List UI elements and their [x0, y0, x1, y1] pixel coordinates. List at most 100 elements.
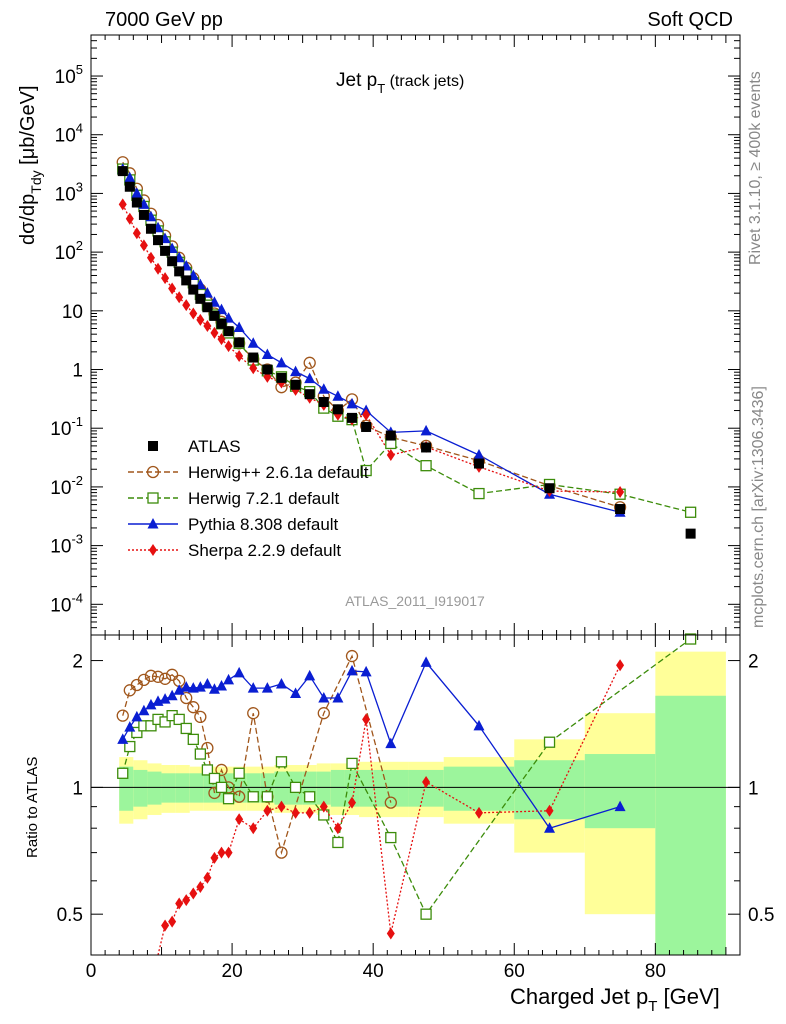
ratio-point-herwig-7-2-1-default [261, 791, 274, 803]
ratio-band-inner [161, 773, 176, 803]
ratio-y-tick-label-right: 1 [748, 778, 759, 799]
ratio-point-sherpa-2-2-9-default [263, 804, 272, 817]
main-point-atlas [473, 458, 484, 469]
ratio-point-herwig-7-2-1-default [201, 764, 214, 776]
ratio-band-inner [175, 773, 190, 803]
ratio-point-pythia-8-308-default [385, 737, 397, 749]
ratio-point-herwig-7-2-1-default [124, 740, 136, 753]
main-series-layer [116, 156, 697, 539]
ratio-point-herwig-7-2-1-default [173, 713, 185, 726]
main-point-pythia-8-308-default [473, 448, 485, 460]
legend-marker [147, 492, 159, 504]
ratio-point-pythia-8-308-default [223, 673, 235, 685]
ratio-x-tick-label: 0 [86, 961, 97, 982]
ratio-x-tick-label: 80 [645, 961, 666, 982]
main-point-atlas [262, 364, 273, 375]
header-left: 7000 GeV pp [105, 9, 223, 31]
main-point-atlas [347, 412, 358, 423]
ratio-point-pythia-8-308-default [159, 693, 171, 704]
ratio-point-herwig-2-6-1a-default [180, 691, 193, 705]
main-point-sherpa-2-2-9-default [118, 198, 127, 211]
ratio-band-inner [133, 769, 148, 807]
ratio-point-sherpa-2-2-9-default [224, 846, 233, 859]
main-point-pythia-8-308-default [275, 356, 287, 368]
main-point-atlas [195, 293, 206, 304]
main-point-sherpa-2-2-9-default [386, 448, 395, 461]
ratio-point-pythia-8-308-default [138, 704, 150, 716]
main-point-atlas [615, 504, 626, 515]
ratio-point-herwig-7-2-1-default [222, 793, 235, 805]
main-point-atlas [234, 337, 245, 348]
ratio-point-herwig-7-2-1-default [385, 831, 397, 844]
ratio-line-sherpa-2-2-9-default [157, 664, 621, 956]
y-axis-label: dσ/dpTdy [μb/GeV] [17, 85, 44, 245]
mcplots-label: mcplots.cern.ch [arXiv:1306.3436] [750, 386, 767, 628]
main-point-sherpa-2-2-9-default [224, 340, 233, 353]
ratio-point-sherpa-2-2-9-default [277, 800, 286, 813]
main-point-sherpa-2-2-9-default [362, 408, 371, 421]
main-point-atlas [276, 372, 287, 383]
main-point-atlas [131, 197, 142, 208]
main-point-atlas [248, 352, 259, 363]
main-point-atlas [318, 396, 329, 407]
ratio-point-herwig-7-2-1-default [684, 633, 697, 645]
ratio-point-pythia-8-308-default [290, 687, 302, 699]
main-point-herwig-7-2-1-default [684, 506, 697, 518]
ratio-point-herwig-2-6-1a-default [165, 668, 179, 681]
main-point-herwig-7-2-1-default [473, 487, 485, 500]
ratio-series-layer [116, 633, 697, 956]
ratio-point-sherpa-2-2-9-default [235, 813, 244, 826]
ratio-band-inner [330, 769, 345, 807]
ratio-point-pythia-8-308-default [208, 683, 220, 694]
ratio-x-tick-label: 40 [363, 961, 384, 982]
x-axis-label-sub: T [648, 998, 657, 1015]
ratio-point-pythia-8-308-default [614, 800, 626, 812]
ratio-point-herwig-2-6-1a-default [345, 649, 359, 663]
ratio-point-herwig-7-2-1-default [194, 748, 206, 760]
ratio-point-herwig-2-6-1a-default [187, 701, 200, 714]
ratio-point-sherpa-2-2-9-default [161, 919, 170, 932]
main-point-atlas [153, 235, 164, 246]
ratio-point-sherpa-2-2-9-default [196, 881, 205, 894]
ratio-point-herwig-7-2-1-default [145, 720, 157, 732]
main-point-herwig-7-2-1-default [360, 464, 372, 477]
main-point-atlas [145, 223, 156, 234]
ratio-y-tick-label-left: 2 [72, 652, 83, 673]
ratio-point-herwig-7-2-1-default [233, 767, 245, 779]
ratio-point-pythia-8-308-default [216, 680, 228, 691]
main-point-herwig-2-6-1a-default [303, 356, 316, 369]
ratio-point-sherpa-2-2-9-default [333, 822, 342, 835]
ratio-point-sherpa-2-2-9-default [203, 871, 212, 884]
ratio-band-inner [655, 695, 726, 955]
ratio-point-pythia-8-308-default [117, 733, 129, 744]
ratio-point-pythia-8-308-default [180, 681, 192, 692]
ratio-point-sherpa-2-2-9-default [291, 806, 300, 819]
ratio-point-sherpa-2-2-9-default [422, 775, 431, 788]
ratio-point-herwig-7-2-1-default [275, 756, 288, 768]
main-point-atlas [223, 326, 234, 337]
ratio-point-sherpa-2-2-9-default [175, 897, 184, 910]
ratio-point-herwig-2-6-1a-default [116, 709, 129, 722]
ratio-point-pythia-8-308-default [194, 681, 206, 692]
main-point-atlas [216, 318, 227, 329]
ratio-point-pythia-8-308-default [544, 822, 556, 833]
main-point-atlas [209, 310, 220, 321]
x-axis-label-main: Charged Jet p [510, 984, 648, 1009]
main-point-sherpa-2-2-9-default [175, 291, 184, 304]
main-point-atlas [138, 209, 149, 220]
legend-marker [147, 518, 159, 529]
ratio-point-herwig-2-6-1a-default [137, 673, 151, 686]
main-point-sherpa-2-2-9-default [182, 299, 191, 312]
ratio-point-sherpa-2-2-9-default [474, 806, 483, 819]
main-y-tick-label: 10 [62, 302, 83, 323]
main-point-atlas [361, 421, 372, 432]
ratio-point-sherpa-2-2-9-default [348, 796, 357, 809]
ratio-point-pythia-8-308-default [131, 710, 143, 722]
main-point-sherpa-2-2-9-default [146, 251, 155, 264]
ratio-point-sherpa-2-2-9-default [362, 713, 371, 726]
main-point-herwig-7-2-1-default [420, 460, 432, 472]
ratio-point-herwig-7-2-1-default [543, 736, 556, 748]
ratio-point-sherpa-2-2-9-default [189, 887, 198, 900]
ratio-band-inner [316, 771, 331, 805]
main-point-sherpa-2-2-9-default [154, 262, 163, 275]
